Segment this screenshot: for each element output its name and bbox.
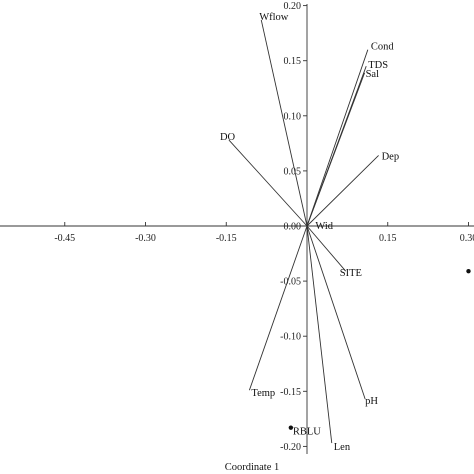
vector-ph: [306, 225, 366, 400]
vector-temp: [248, 225, 308, 391]
y-tick-label: 0.10: [284, 111, 302, 122]
vector-label-tds: TDS: [368, 60, 388, 71]
x-tick-label: -0.30: [135, 233, 156, 244]
data-point-1: [466, 268, 471, 274]
vector-sal: [306, 72, 366, 227]
y-tick-label: 0.05: [284, 166, 302, 177]
vector-len: [306, 225, 333, 444]
vector-label-cond: Cond: [371, 42, 395, 53]
y-tick-label: 0.00: [284, 222, 302, 233]
vector-label-temp: Temp: [251, 388, 275, 399]
y-tick-label: -0.05: [280, 277, 301, 288]
y-tick-label: 0.20: [284, 1, 302, 12]
axes-layer: -0.45 -0.30 -0.15 0.15 0.30 0.20 0.15 0.10 0.05 0…: [0, 1, 474, 454]
vector-label-sal: Sal: [366, 69, 380, 80]
vector-label-dep: Dep: [382, 151, 400, 162]
x-tick-label: 0.15: [379, 233, 397, 244]
x-tick-label: -0.15: [216, 233, 237, 244]
points-layer: RBLU: [288, 268, 471, 438]
vector-dep: [306, 155, 379, 227]
y-tick-label: 0.15: [284, 56, 302, 67]
point-label-rblu: RBLU: [293, 427, 321, 438]
y-tick-label: -0.10: [280, 332, 301, 343]
x-axis-title: Coordinate 1: [225, 462, 280, 473]
y-tick-label: -0.15: [280, 387, 301, 398]
vector-wflow: [260, 19, 308, 227]
y-tick-label: -0.20: [280, 442, 301, 453]
vector-label-wflow: Wflow: [259, 12, 289, 23]
x-tick-label: 0.30: [460, 233, 474, 244]
vector-label-wid: Wid: [315, 221, 333, 232]
vector-label-site: SITE: [340, 268, 362, 279]
vector-label-do: DO: [220, 132, 236, 143]
vector-cond: [306, 49, 369, 227]
vector-site: [306, 225, 347, 272]
vector-label-len: Len: [334, 442, 351, 453]
vector-label-ph: pH: [365, 396, 378, 407]
data-point-rblu: [288, 425, 294, 430]
vector-do: [228, 139, 308, 227]
x-tick-label: -0.45: [54, 233, 75, 244]
